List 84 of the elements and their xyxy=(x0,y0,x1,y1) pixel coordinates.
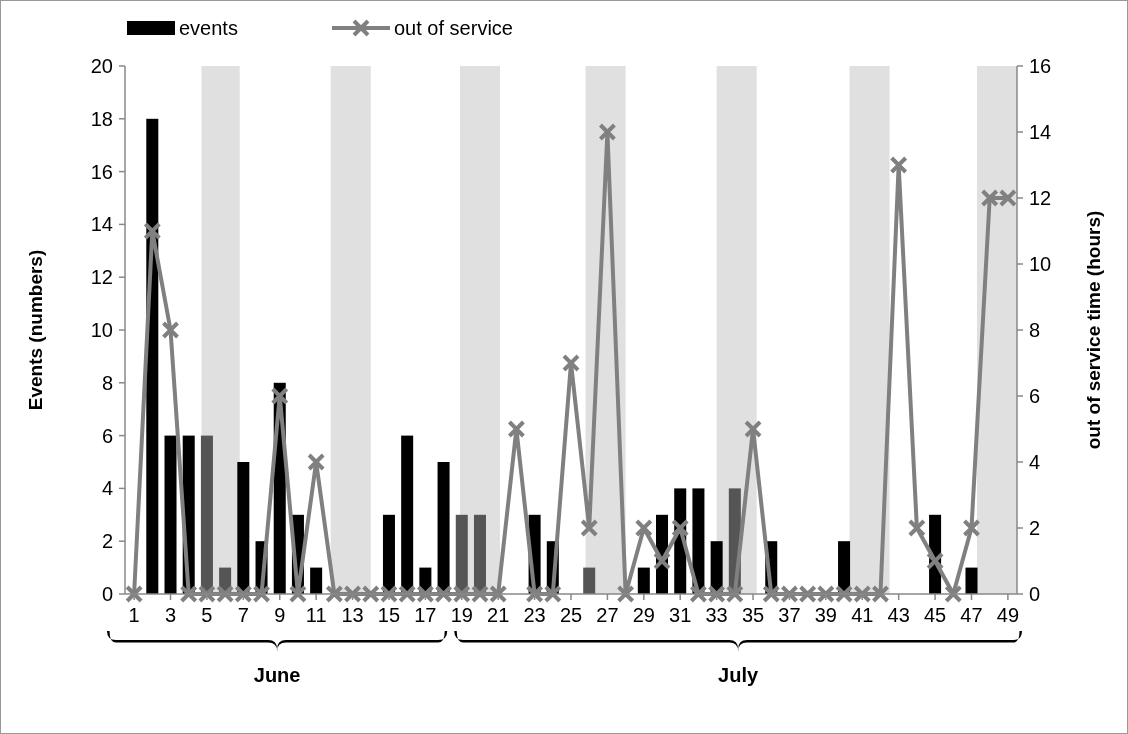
x-tick-label: 21 xyxy=(487,604,510,626)
point xyxy=(125,585,144,603)
x-tick-label: 23 xyxy=(523,604,546,626)
x-tick-label: 31 xyxy=(669,604,692,626)
point xyxy=(744,420,763,438)
point xyxy=(616,585,635,603)
bar xyxy=(382,514,395,594)
y2-tick-label: 2 xyxy=(1029,517,1041,539)
bar xyxy=(164,435,177,594)
point xyxy=(270,387,289,405)
y2-tick-label: 4 xyxy=(1029,451,1041,473)
x-tick-label: 11 xyxy=(305,604,327,626)
x-tick-label: 25 xyxy=(559,604,583,626)
x-tick-label: 33 xyxy=(705,604,728,626)
y-tick-label: 20 xyxy=(90,55,113,77)
y2-tick-label: 12 xyxy=(1029,187,1052,209)
x-tick-label: 9 xyxy=(274,604,286,626)
x-tick-label: 41 xyxy=(851,604,874,626)
y-axis-title: Events (numbers) xyxy=(25,249,46,411)
y-tick-label: 12 xyxy=(90,266,113,289)
bar xyxy=(401,435,414,594)
x-tick-label: 49 xyxy=(996,604,1020,626)
y-tick-label: 6 xyxy=(101,424,113,447)
point xyxy=(580,519,599,537)
y-tick-label: 0 xyxy=(101,583,113,605)
x-tick-label: 7 xyxy=(237,604,249,626)
point xyxy=(143,222,162,240)
y2-tick-label: 6 xyxy=(1029,385,1041,407)
y2-tick-label: 10 xyxy=(1029,253,1052,275)
x-tick-label: 29 xyxy=(632,604,655,626)
y2-tick-label: 16 xyxy=(1029,55,1052,77)
x-tick-label: 17 xyxy=(414,604,437,626)
y2-tick-label: 8 xyxy=(1029,319,1041,341)
y-tick-label: 4 xyxy=(101,477,113,500)
point xyxy=(653,552,672,570)
x-tick-label: 1 xyxy=(128,604,140,626)
bar xyxy=(583,567,596,594)
text: June xyxy=(253,664,301,686)
point xyxy=(671,519,690,537)
x-tick-label: 45 xyxy=(923,604,947,626)
legend-label: events xyxy=(179,17,238,39)
x-tick-label: 13 xyxy=(341,604,364,626)
point xyxy=(907,519,926,537)
y2-tick-label: 14 xyxy=(1029,121,1052,143)
bar xyxy=(200,435,213,594)
point xyxy=(926,552,945,570)
y-tick-label: 10 xyxy=(90,319,113,341)
point xyxy=(288,585,307,603)
legend-label: out of service xyxy=(394,17,513,39)
x-tick-label: 5 xyxy=(201,604,213,626)
point xyxy=(507,420,526,438)
x-tick-label: 19 xyxy=(450,604,473,626)
point xyxy=(307,453,326,471)
x-tick-label: 47 xyxy=(960,604,983,626)
x-tick-label: 35 xyxy=(741,604,765,626)
y-tick-label: 14 xyxy=(90,213,113,236)
x-tick-label: 15 xyxy=(377,604,401,626)
y-tick-label: 16 xyxy=(90,160,113,183)
x-tick-label: 37 xyxy=(778,604,801,626)
x-tick-label: 43 xyxy=(887,604,910,626)
x-tick-label: 39 xyxy=(814,604,837,626)
point xyxy=(962,519,981,537)
point xyxy=(634,519,653,537)
y-tick-label: 18 xyxy=(90,107,113,130)
y2-axis-title: out of service time (hours) xyxy=(1083,210,1104,450)
y-tick-label: 2 xyxy=(101,530,113,553)
point xyxy=(598,123,617,141)
bar xyxy=(965,567,978,594)
y-tick-label: 8 xyxy=(101,371,113,394)
bar xyxy=(310,567,323,594)
y2-tick-label: 0 xyxy=(1029,583,1041,605)
bar xyxy=(473,514,486,594)
text: July xyxy=(718,664,759,686)
x-tick-label: 27 xyxy=(596,604,619,626)
x-tick-label: 3 xyxy=(164,604,177,626)
point xyxy=(562,354,580,372)
bar xyxy=(838,541,851,594)
bar xyxy=(437,462,450,594)
point xyxy=(889,156,908,174)
bar xyxy=(237,462,250,594)
point xyxy=(944,585,963,603)
point xyxy=(161,321,180,339)
bar xyxy=(637,567,650,594)
bar xyxy=(455,514,468,594)
